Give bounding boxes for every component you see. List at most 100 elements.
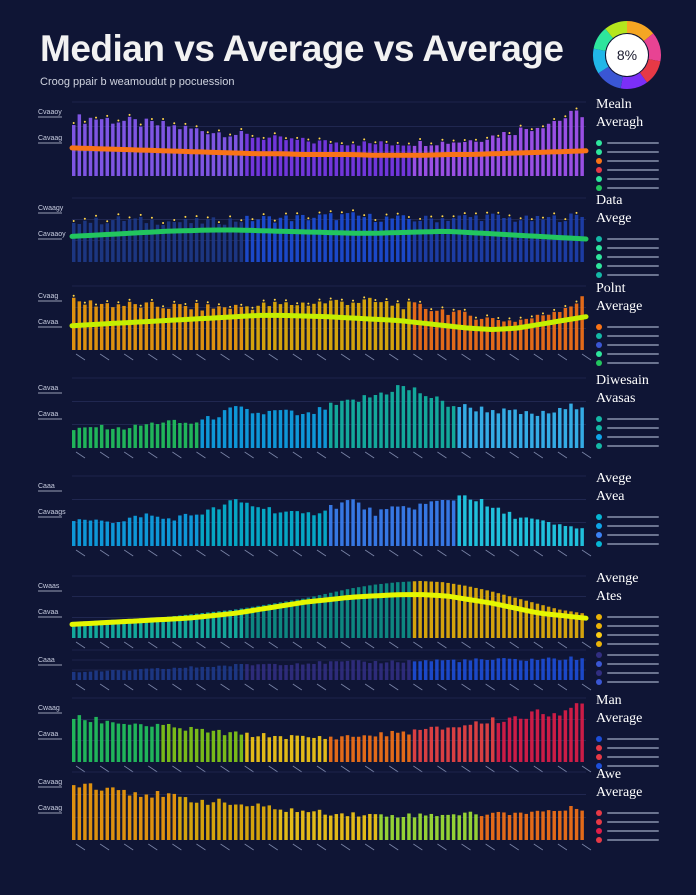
chart-bar: [396, 385, 400, 448]
bar-cap-dot: [217, 303, 220, 306]
chart-bar: [546, 314, 551, 350]
x-tick-mark: [509, 765, 519, 773]
chart-bar: [111, 428, 115, 448]
legend-item: [596, 243, 666, 252]
chart-bar: [435, 310, 439, 350]
chart-bar: [485, 814, 489, 840]
legend-text-placeholder: [607, 361, 659, 364]
chart-bar: [178, 515, 182, 546]
chart-bar: [234, 731, 238, 762]
x-tick-mark: [364, 353, 375, 361]
x-tick-mark: [292, 765, 303, 773]
bar-cap-dot: [463, 308, 466, 311]
chart-bar: [384, 662, 389, 680]
chart-bar: [384, 583, 389, 638]
chart-bar: [418, 729, 422, 762]
chart-bar: [144, 513, 149, 546]
chart-bar: [580, 658, 584, 680]
chart-bar: [150, 617, 154, 638]
chart-bar: [312, 143, 316, 176]
chart-bar: [574, 110, 579, 176]
x-tick-mark: [316, 843, 327, 851]
bar-cap-dot: [229, 305, 232, 308]
chart-bar: [166, 668, 171, 680]
chart-bar: [457, 495, 461, 546]
chart-bar: [390, 305, 394, 350]
legend-swatch: [596, 827, 602, 834]
bar-cap-dot: [396, 212, 399, 215]
chart-bar: [580, 296, 584, 350]
chart-bar: [435, 145, 439, 176]
legend-swatch: [596, 442, 602, 449]
chart-bar: [524, 813, 529, 840]
chart-bar: [83, 621, 87, 638]
chart-bar: [491, 318, 495, 350]
bar-cap-dot: [318, 211, 321, 214]
chart-bar: [200, 728, 204, 762]
legend-swatch: [596, 660, 602, 667]
chart-bar: [530, 318, 534, 350]
legend-text-placeholder: [607, 352, 659, 355]
chart-bar: [166, 420, 171, 448]
chart-bar: [351, 302, 355, 350]
chart-bar: [574, 808, 579, 840]
legend-item: [596, 441, 666, 450]
bar-cap-dot: [162, 221, 165, 224]
x-tick-mark: [148, 451, 158, 459]
y-tick-label: Caaa: [38, 657, 55, 664]
chart-bar: [273, 735, 277, 762]
chart-bar: [362, 661, 366, 680]
chart-bar: [133, 669, 137, 680]
legend-swatch: [596, 323, 602, 330]
chart-bar: [99, 671, 104, 680]
chart-bar: [317, 407, 322, 448]
x-tick-mark: [99, 683, 110, 691]
chart-bar: [155, 224, 160, 262]
bar-cap-dot: [474, 316, 477, 319]
legend-text-placeholder: [607, 737, 659, 740]
chart-bar: [412, 581, 417, 638]
x-tick-mark: [99, 641, 110, 649]
bar-cap-dot: [363, 138, 366, 141]
chart-bar: [228, 500, 232, 546]
chart-bar: [150, 422, 154, 448]
x-tick-mark: [340, 451, 351, 459]
chart-bar: [530, 221, 534, 262]
chart-bar: [234, 499, 238, 546]
legend-text-placeholder: [607, 343, 659, 346]
chart-bar: [569, 656, 573, 680]
chart-bar: [217, 798, 221, 840]
chart-bar: [368, 507, 372, 546]
chart-bar: [546, 810, 551, 840]
chart-bar: [345, 589, 350, 638]
chart-bar: [390, 660, 394, 680]
x-tick-mark: [389, 353, 399, 361]
x-tick-mark: [172, 353, 182, 361]
chart-bar: [569, 526, 573, 546]
chart-bar: [323, 510, 327, 546]
bar-cap-dot: [340, 142, 343, 145]
chart-bar: [206, 732, 210, 762]
legend-text-placeholder: [607, 820, 659, 823]
bar-cap-dot: [463, 138, 466, 141]
chart-bar: [530, 811, 534, 840]
page-subtitle: Croog ppair b weamoudut p pocuession: [40, 76, 235, 88]
chart-bar: [289, 410, 294, 448]
chart-bar: [155, 516, 160, 546]
chart-bar: [502, 321, 506, 350]
chart-bar: [373, 144, 378, 176]
bar-cap-dot: [407, 216, 410, 219]
legend-item: [596, 340, 666, 349]
chart-bar: [479, 318, 484, 350]
chart-bar: [518, 517, 523, 546]
x-tick-mark: [244, 843, 254, 851]
x-tick-mark: [533, 683, 544, 691]
chart-bar: [189, 614, 193, 638]
chart-bar: [373, 660, 378, 680]
chart-bar: [496, 593, 501, 638]
x-tick-mark: [413, 549, 423, 557]
chart-bar: [479, 406, 484, 448]
chart-bar: [457, 584, 461, 638]
x-tick-mark: [364, 765, 375, 773]
chart-bar: [384, 143, 389, 176]
